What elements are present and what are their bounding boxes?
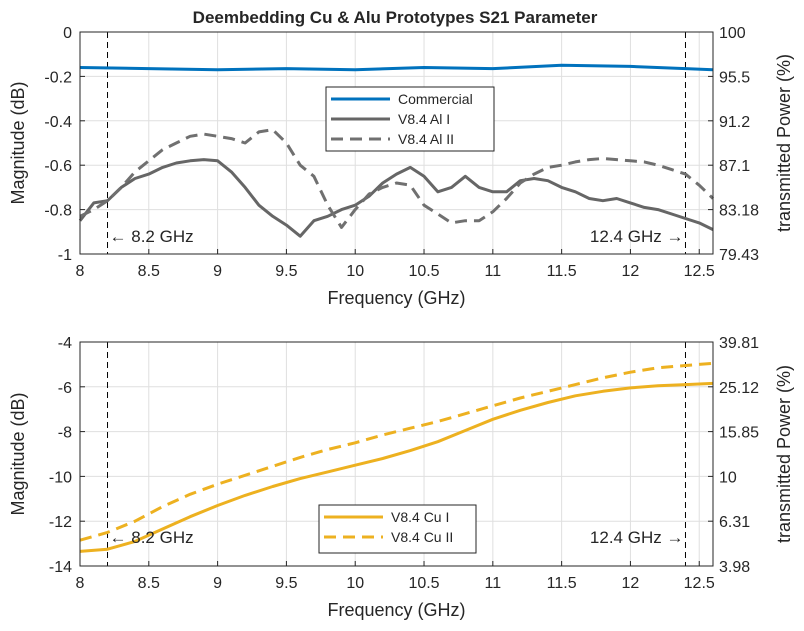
legend-label: Commercial xyxy=(398,91,473,107)
x-tick-label: 8.5 xyxy=(138,263,160,280)
x-tick-label: 9.5 xyxy=(275,263,297,280)
x-tick-label: 12 xyxy=(622,263,640,280)
right-tick-label: 100 xyxy=(719,25,746,42)
x-tick-label: 10 xyxy=(346,263,364,280)
y-tick-label: -10 xyxy=(49,469,72,486)
right-axis-label: transmitted Power (%) xyxy=(774,365,794,543)
x-tick-label: 10 xyxy=(346,575,364,592)
x-tick-label: 10.5 xyxy=(408,575,439,592)
plot-frame xyxy=(79,31,714,255)
right-tick-label: 15.85 xyxy=(719,425,759,442)
y-tick-label: -1 xyxy=(58,247,72,264)
x-tick-label: 12.5 xyxy=(684,263,715,280)
x-tick-label: 12 xyxy=(622,575,640,592)
x-tick-label: 9 xyxy=(213,575,222,592)
bottom-panel: 8 8.5 9 9.5 10 10.5 11 11.5 12 12.5 -14 3.98 -12 6.31… xyxy=(8,335,794,620)
x-tick-label: 8 xyxy=(76,575,85,592)
legend-label: V8.4 Al II xyxy=(398,131,454,147)
y-tick-label: -4 xyxy=(58,335,72,352)
y-tick-label: -0.6 xyxy=(44,158,72,175)
right-tick-label: 10 xyxy=(719,469,737,486)
right-tick-label: 39.81 xyxy=(719,335,759,352)
x-tick-label: 11.5 xyxy=(547,575,577,592)
y-tick-label: -0.4 xyxy=(44,114,72,131)
x-tick-label: 10.5 xyxy=(408,263,439,280)
series-line xyxy=(79,128,715,229)
x-tick-label: 11.5 xyxy=(547,263,577,280)
y-tick-label: -0.8 xyxy=(44,203,72,220)
legend-label: V8.4 Cu II xyxy=(391,529,453,545)
y-tick-label: -0.2 xyxy=(44,69,72,86)
y-tick-label: -14 xyxy=(49,559,72,576)
band-annotation: 12.4 GHz → xyxy=(590,528,684,547)
x-tick-label: 11 xyxy=(485,575,502,592)
right-tick-label: 83.18 xyxy=(719,203,759,220)
y-tick-label: -8 xyxy=(58,425,72,442)
chart-title: Deembedding Cu & Alu Prototypes S21 Para… xyxy=(193,8,598,27)
band-annotation: ← 8.2 GHz xyxy=(110,528,194,547)
right-tick-label: 91.2 xyxy=(719,114,750,131)
right-tick-label: 25.12 xyxy=(719,380,759,397)
legend-box xyxy=(318,504,477,554)
right-tick-label: 6.31 xyxy=(719,514,750,531)
x-tick-label: 8 xyxy=(76,263,85,280)
right-tick-label: 3.98 xyxy=(719,559,750,576)
plot-frame xyxy=(79,341,714,567)
y-tick-label: -6 xyxy=(58,380,72,397)
x-tick-label: 11 xyxy=(485,263,502,280)
y-axis-label: Magnitude (dB) xyxy=(8,81,28,204)
x-tick-label: 8.5 xyxy=(138,575,160,592)
y-tick-label: 0 xyxy=(63,25,72,42)
x-tick-label: 12.5 xyxy=(684,575,715,592)
series-line xyxy=(78,158,714,238)
y-axis-label: Magnitude (dB) xyxy=(8,392,28,515)
legend-label: V8.4 Cu I xyxy=(391,509,449,525)
legend-label: V8.4 Al I xyxy=(398,111,450,127)
series-line xyxy=(79,361,714,542)
right-tick-label: 87.1 xyxy=(719,158,750,175)
y-tick-label: -12 xyxy=(49,514,72,531)
band-annotation: 12.4 GHz → xyxy=(590,227,684,246)
x-tick-label: 9.5 xyxy=(275,575,297,592)
x-axis-label: Frequency (GHz) xyxy=(327,600,465,620)
series-line xyxy=(79,63,714,72)
right-tick-label: 79.43 xyxy=(719,247,759,264)
top-panel: 8 8.5 9 9.5 10 10.5 11 11.5 12 12.5 -1 79.43 -0.8 83.… xyxy=(8,25,794,308)
right-axis-label: transmitted Power (%) xyxy=(774,54,794,232)
right-tick-label: 95.5 xyxy=(719,69,750,86)
series-line xyxy=(79,381,714,553)
band-annotation: ← 8.2 GHz xyxy=(110,227,194,246)
x-axis-label: Frequency (GHz) xyxy=(327,288,465,308)
x-tick-label: 9 xyxy=(213,263,222,280)
